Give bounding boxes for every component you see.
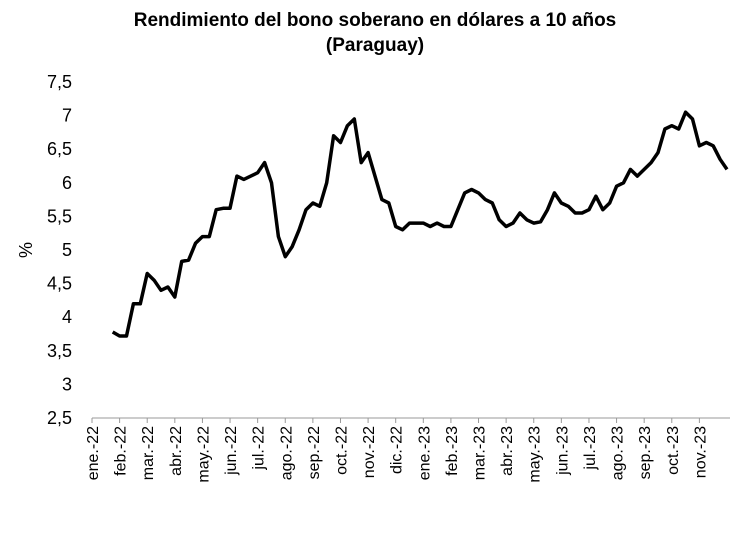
- x-tick-label: nov.-23: [692, 426, 709, 478]
- chart-title: (Paraguay): [326, 35, 424, 56]
- x-tick-label: ene.-22: [85, 426, 102, 480]
- x-tick-label: may.-23: [527, 426, 544, 483]
- y-tick-label: 3: [62, 374, 72, 394]
- y-tick-label: 3,5: [47, 341, 72, 361]
- y-tick-label: 5,5: [47, 206, 72, 226]
- x-tick-label: sep.-23: [637, 426, 654, 479]
- x-tick-label: feb.-23: [444, 426, 461, 476]
- x-tick-label: nov.-22: [361, 426, 378, 478]
- x-tick-label: ene.-23: [416, 426, 433, 480]
- x-tick-label: jul.-23: [582, 426, 599, 471]
- x-tick-label: mar.-22: [140, 426, 157, 480]
- y-tick-label: 4,5: [47, 274, 72, 294]
- x-tick-label: oct.-22: [333, 426, 350, 475]
- x-tick-label: ago.-23: [610, 426, 627, 480]
- y-tick-label: 2,5: [47, 408, 72, 428]
- y-tick-label: 7: [62, 106, 72, 126]
- x-tick-label: may.-22: [195, 426, 212, 483]
- x-tick-label: abr.-22: [168, 426, 185, 476]
- x-tick-label: jun.-22: [223, 426, 240, 476]
- x-tick-label: jun.-23: [554, 426, 571, 476]
- y-tick-label: 6: [62, 173, 72, 193]
- y-tick-label: 5: [62, 240, 72, 260]
- x-tick-label: sep.-22: [306, 426, 323, 479]
- chart-title: Rendimiento del bono soberano en dólares…: [134, 10, 617, 31]
- y-tick-label: 7,5: [47, 72, 72, 92]
- x-tick-label: feb.-22: [113, 426, 130, 476]
- y-tick-label: 6,5: [47, 139, 72, 159]
- y-axis-label: %: [16, 242, 36, 258]
- x-tick-label: oct.-23: [665, 426, 682, 475]
- data-line: [111, 110, 729, 338]
- x-tick-label: mar.-23: [472, 426, 489, 480]
- x-tick-label: ago.-22: [278, 426, 295, 480]
- y-tick-label: 4: [62, 307, 72, 327]
- x-tick-label: dic.-22: [389, 426, 406, 474]
- x-tick-label: jul.-22: [251, 426, 268, 471]
- x-tick-label: abr.-23: [499, 426, 516, 476]
